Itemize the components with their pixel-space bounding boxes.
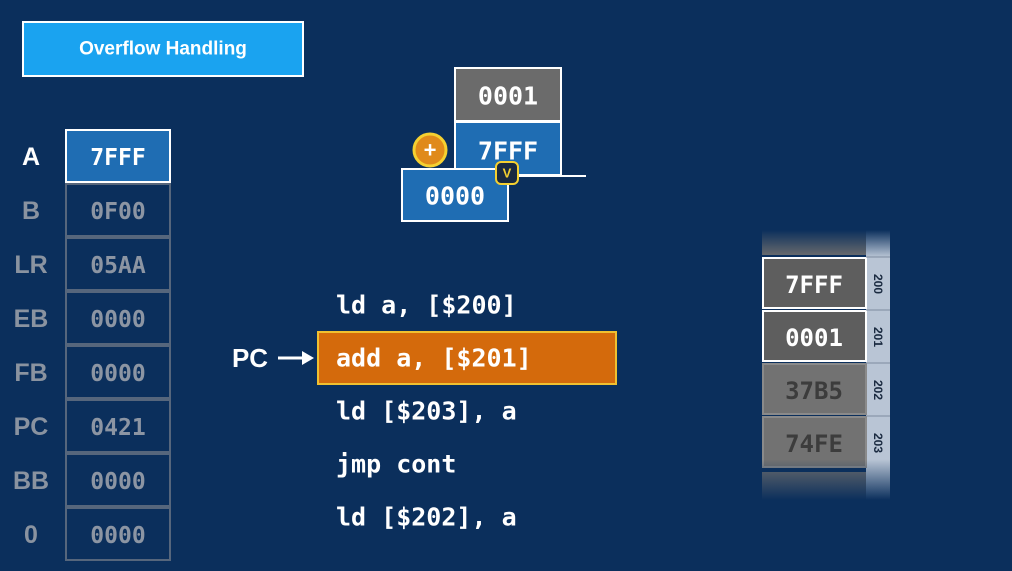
- register-value: 0000: [90, 469, 145, 495]
- result: 0000: [425, 182, 485, 211]
- register-value: 0F00: [90, 199, 145, 225]
- code-line: jmp cont: [336, 450, 456, 479]
- code-line: ld a, [$200]: [336, 291, 517, 320]
- title: Overflow Handling: [79, 39, 247, 60]
- code: ld a, [$200] add a, [$201] ld [$203], a jmp…: [336, 291, 532, 532]
- current-line-highlight: [317, 331, 617, 385]
- register-name: FB: [14, 359, 47, 387]
- register-box: [65, 507, 171, 561]
- register-value: 0000: [90, 361, 145, 387]
- register-name: 0: [24, 521, 38, 549]
- register-name: BB: [13, 467, 49, 495]
- register-box: [65, 291, 171, 345]
- code-line: ld [$202], a: [336, 503, 517, 532]
- operand: 0001: [478, 82, 538, 111]
- operator: +: [424, 138, 437, 163]
- register-box: [65, 129, 171, 183]
- register-box: [65, 453, 171, 507]
- memory-fade: [760, 230, 892, 500]
- register-value: 05AA: [90, 253, 146, 279]
- title-box: [22, 21, 304, 77]
- register-box: [65, 345, 171, 399]
- accumulator: 7FFF: [478, 137, 538, 166]
- register-box: [65, 399, 171, 453]
- pc-label: PC: [232, 343, 268, 373]
- register-value: 0000: [90, 307, 145, 333]
- register-name: EB: [14, 305, 49, 333]
- flag-badge: [495, 161, 519, 185]
- code-line: ld [$203], a: [336, 397, 517, 426]
- register-box: [65, 237, 171, 291]
- result-box: [401, 168, 509, 222]
- register-box: [65, 183, 171, 237]
- register-name: A: [22, 143, 40, 171]
- flag: V: [503, 166, 512, 181]
- register-name: LR: [14, 251, 47, 279]
- register-value: 0421: [90, 415, 145, 441]
- register-value: 7FFF: [90, 145, 145, 171]
- pc-arrow-head: [302, 351, 314, 365]
- code-line: add a, [$201]: [336, 344, 532, 373]
- register-name: B: [22, 197, 40, 225]
- operator-circle: [412, 132, 448, 168]
- register-value: 0000: [90, 523, 145, 549]
- register-name: PC: [14, 413, 49, 441]
- operand-box: [454, 67, 562, 122]
